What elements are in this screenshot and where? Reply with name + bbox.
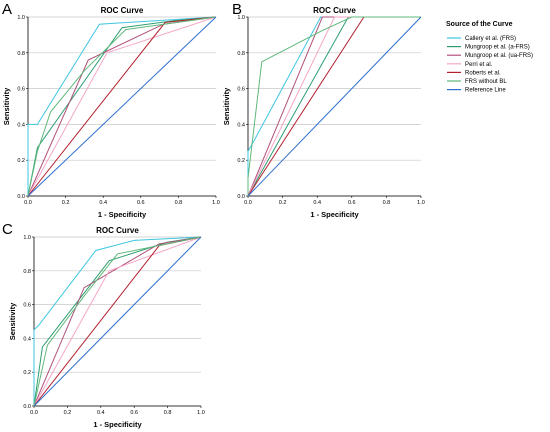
legend-item-label: Reference Line (465, 88, 506, 94)
y-tick-label: 0.4 (17, 122, 25, 128)
series-line-reference-line (27, 16, 217, 197)
chart-title: ROC Curve (313, 6, 356, 15)
series-line-reference-line (33, 236, 202, 407)
y-tick-label: 0.8 (23, 269, 31, 275)
panel-letter: C (2, 221, 13, 238)
x-tick-label: 1.0 (417, 200, 425, 206)
panel-letter: A (2, 1, 12, 18)
legend-item-label: Mungroop et al. (ua-FRS) (465, 53, 533, 59)
x-tick-label: 0.0 (24, 200, 32, 206)
y-tick-label: 0.6 (17, 87, 25, 93)
x-tick-label: 0.4 (313, 200, 321, 206)
x-tick-label: 0.0 (244, 200, 252, 206)
series-line-perri-et-al (27, 16, 217, 197)
x-tick-label: 0.8 (175, 200, 183, 206)
x-tick-label: 1.0 (197, 410, 205, 416)
legend-title: Source of the Curve (446, 21, 513, 28)
panel-letter: B (232, 1, 242, 18)
y-axis-label: Sensitivity (222, 87, 231, 125)
panel-c: C 0.0 0.2 0.4 0.6 0.8 1.0 0.0 0.2 0.4 0.6 0.8 1.0 ROC… (2, 221, 205, 429)
x-tick-label: 0.6 (130, 410, 138, 416)
series-line-perri-et-al (33, 236, 202, 407)
x-tick-label: 0.4 (97, 410, 105, 416)
chart-title: ROC Curve (96, 226, 139, 235)
y-tick-label: 0.6 (237, 87, 245, 93)
series-line-callery-et-al-frs (33, 236, 202, 406)
y-tick-label: 0.2 (237, 158, 245, 164)
x-axis-label: 1 - Specificity (93, 420, 142, 429)
legend-item-label: Callery et al. (FRS) (465, 36, 516, 42)
y-tick-label: 1.0 (23, 235, 31, 241)
y-tick-label: 0.4 (237, 122, 245, 128)
series-line-callery-et-al-frs (27, 16, 217, 196)
x-tick-label: 0.2 (64, 410, 72, 416)
x-tick-label: 1.0 (212, 200, 220, 206)
y-tick-label: 0.0 (237, 194, 245, 200)
x-tick-label: 0.8 (164, 410, 172, 416)
y-axis-label: Sensitivity (8, 302, 17, 340)
x-axis-label: 1 - Specificity (310, 210, 359, 219)
x-tick-label: 0.2 (279, 200, 287, 206)
y-tick-label: 1.0 (237, 15, 245, 21)
y-tick-label: 0.4 (23, 336, 31, 342)
x-tick-label: 0.6 (348, 200, 356, 206)
panel-b: B 0.0 0.2 0.4 0.6 0.8 1.0 0.0 0.2 0.4 0.6 0.8 1.0 ROC… (222, 1, 425, 219)
x-tick-label: 0.4 (99, 200, 107, 206)
y-tick-label: 0.8 (17, 51, 25, 57)
legend-item-label: Roberts et al. (465, 70, 501, 76)
x-tick-label: 0.8 (383, 200, 391, 206)
legend-item-label: FRS without BL (465, 79, 507, 85)
y-tick-label: 0.2 (17, 158, 25, 164)
legend-item-label: Perri et al. (465, 62, 493, 68)
series-line-roberts-et-al (27, 16, 217, 197)
x-tick-label: 0.2 (62, 200, 70, 206)
y-tick-label: 0.0 (23, 404, 31, 410)
x-tick-label: 0.0 (30, 410, 38, 416)
y-tick-label: 1.0 (17, 15, 25, 21)
y-tick-label: 0.2 (23, 370, 31, 376)
y-tick-label: 0.6 (23, 303, 31, 309)
series-line-frs-without-bl (27, 16, 217, 197)
y-tick-label: 0.8 (237, 51, 245, 57)
series-line-frs-without-bl (33, 236, 202, 407)
legend-item-label: Mungroop et al. (a-FRS) (465, 45, 530, 51)
series-line-reference-line (247, 16, 422, 197)
x-axis-label: 1 - Specificity (98, 210, 147, 219)
x-tick-label: 0.6 (137, 200, 145, 206)
chart-title: ROC Curve (101, 6, 144, 15)
series-line-frs-without-bl (247, 16, 421, 196)
panel-a: A 0.0 0.2 0.4 0.6 0.8 1.0 0.0 0.2 0.4 0.6 0.8 1.0 ROC… (2, 1, 220, 219)
y-tick-label: 0.0 (17, 194, 25, 200)
legend: Source of the Curve Callery et al. (FRS)… (446, 21, 533, 94)
y-axis-label: Sensitivity (2, 87, 11, 125)
